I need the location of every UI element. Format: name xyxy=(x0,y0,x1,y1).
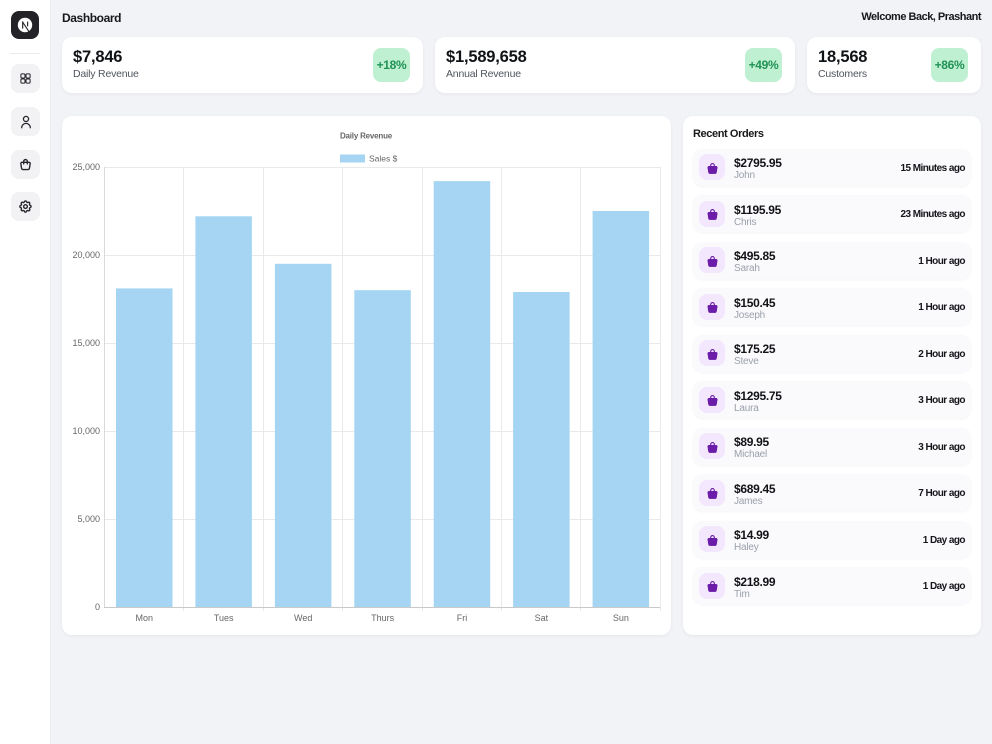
svg-text:25,000: 25,000 xyxy=(72,162,100,172)
svg-text:Fri: Fri xyxy=(457,613,468,623)
svg-text:Sales $: Sales $ xyxy=(369,154,398,164)
svg-text:20,000: 20,000 xyxy=(72,250,100,260)
svg-text:Tues: Tues xyxy=(214,613,234,623)
svg-text:15,000: 15,000 xyxy=(72,338,100,348)
svg-text:Mon: Mon xyxy=(136,613,154,623)
svg-text:Thurs: Thurs xyxy=(371,613,395,623)
svg-text:0: 0 xyxy=(95,602,100,612)
svg-text:10,000: 10,000 xyxy=(72,426,100,436)
svg-text:Sun: Sun xyxy=(613,613,629,623)
svg-text:5,000: 5,000 xyxy=(77,514,100,524)
svg-text:Daily Revenue: Daily Revenue xyxy=(340,132,393,141)
svg-text:Sat: Sat xyxy=(535,613,549,623)
svg-text:Wed: Wed xyxy=(294,613,312,623)
